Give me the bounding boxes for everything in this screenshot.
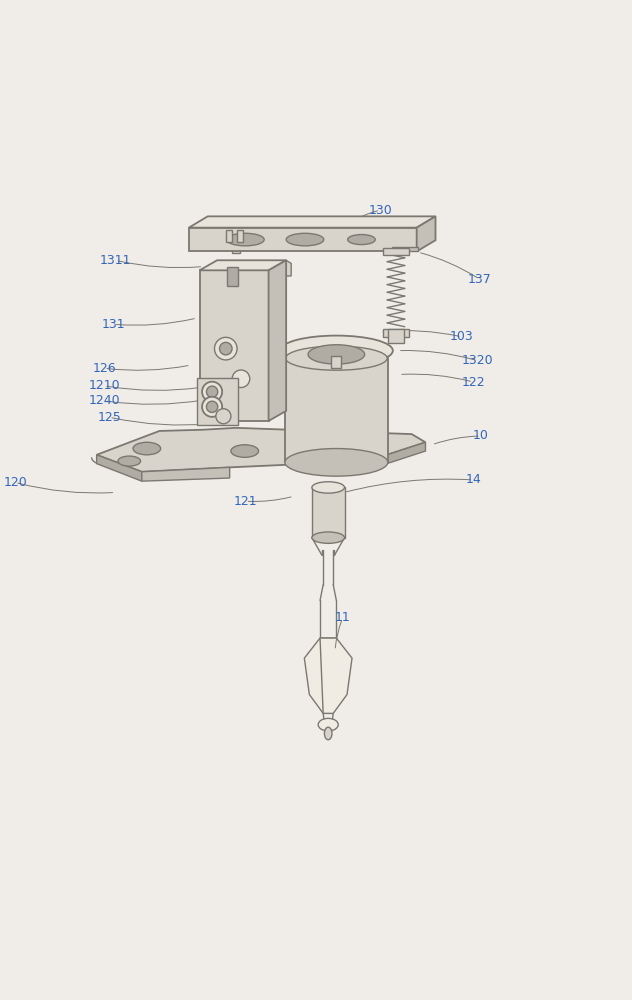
Text: 1210: 1210 <box>88 379 120 392</box>
Polygon shape <box>200 260 286 270</box>
Ellipse shape <box>285 449 388 476</box>
Text: 137: 137 <box>468 273 491 286</box>
Ellipse shape <box>285 341 388 368</box>
Circle shape <box>232 370 250 388</box>
Text: 1340: 1340 <box>239 216 270 229</box>
Ellipse shape <box>312 482 344 493</box>
Polygon shape <box>189 228 416 251</box>
Text: 126: 126 <box>92 362 116 375</box>
Ellipse shape <box>226 233 264 246</box>
Bar <box>331 356 341 368</box>
Bar <box>285 354 388 462</box>
Ellipse shape <box>286 233 324 246</box>
Ellipse shape <box>286 346 387 370</box>
Ellipse shape <box>324 727 332 740</box>
Text: 130: 130 <box>368 204 392 217</box>
Text: 120: 120 <box>3 476 27 489</box>
Ellipse shape <box>308 345 365 364</box>
Polygon shape <box>269 260 291 276</box>
Polygon shape <box>142 467 229 481</box>
Text: 1311: 1311 <box>100 254 131 267</box>
Text: 1320: 1320 <box>462 354 494 367</box>
Bar <box>237 230 243 242</box>
Ellipse shape <box>318 718 338 731</box>
Bar <box>232 241 240 253</box>
Ellipse shape <box>133 442 161 455</box>
Circle shape <box>207 401 218 412</box>
Polygon shape <box>392 247 418 251</box>
Bar <box>384 248 408 255</box>
Text: 131: 131 <box>102 318 125 331</box>
Bar <box>384 329 408 337</box>
Polygon shape <box>97 455 142 481</box>
Polygon shape <box>305 638 336 713</box>
Text: 122: 122 <box>461 376 485 389</box>
Polygon shape <box>368 442 425 470</box>
Text: 125: 125 <box>97 411 121 424</box>
Ellipse shape <box>348 235 375 245</box>
Polygon shape <box>200 270 269 421</box>
Ellipse shape <box>312 532 344 543</box>
Circle shape <box>216 409 231 424</box>
Text: 121: 121 <box>234 495 257 508</box>
Polygon shape <box>320 638 352 713</box>
Polygon shape <box>189 216 435 228</box>
Circle shape <box>202 382 222 402</box>
Ellipse shape <box>280 336 393 366</box>
Polygon shape <box>416 216 435 251</box>
Bar <box>226 230 231 242</box>
Ellipse shape <box>231 445 258 457</box>
Polygon shape <box>97 428 425 472</box>
Circle shape <box>219 342 232 355</box>
Text: 14: 14 <box>465 473 481 486</box>
Bar <box>197 378 238 425</box>
Bar <box>227 267 238 286</box>
Polygon shape <box>269 260 286 421</box>
Circle shape <box>202 397 222 417</box>
Text: 10: 10 <box>473 429 489 442</box>
Circle shape <box>214 337 237 360</box>
Polygon shape <box>269 346 286 367</box>
Bar <box>233 233 238 241</box>
Bar <box>312 487 344 538</box>
Text: 1240: 1240 <box>88 394 120 407</box>
Text: 11: 11 <box>335 611 351 624</box>
Circle shape <box>207 386 218 397</box>
Bar <box>389 329 403 343</box>
Ellipse shape <box>118 456 140 466</box>
Text: 103: 103 <box>450 330 474 343</box>
